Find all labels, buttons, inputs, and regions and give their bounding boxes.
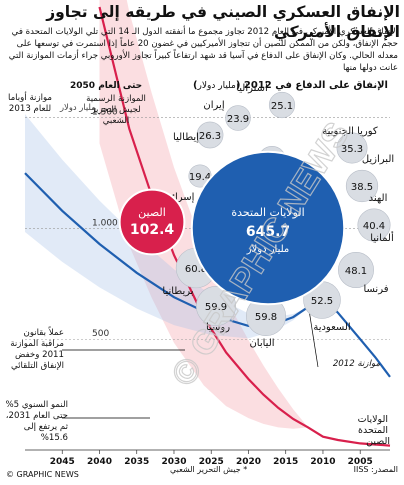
bubble-highlight-value: 102.4 [130, 222, 175, 238]
annotation-sequestration: عملاً بقانون مراقبة الموازنة 2011 وخفض ا… [10, 328, 64, 371]
annotation-pointer [307, 303, 319, 368]
bubble-إيطاليا [196, 121, 224, 149]
bubble-name: الهند [369, 193, 388, 204]
annotation-budget-2012: موازنة 2012 [332, 359, 380, 369]
bubble-name: إيطاليا [173, 132, 199, 143]
annotation-china-growth: النمو السنوي 5% حتى العام 2031، ثم يرتفع… [5, 400, 68, 443]
bubble-name: اليابان [249, 338, 274, 349]
bubble-value: 52.5 [311, 296, 333, 307]
bubble-highlight [118, 188, 186, 256]
projection-title: حتى العام 2050 [70, 81, 143, 91]
x-tick-label: 2035 [124, 457, 149, 467]
bubble-name: روسيا [206, 322, 230, 333]
bubble-value: 26.3 [199, 131, 221, 142]
bubble-value: 40.4 [363, 221, 385, 232]
bubble-ألمانيا [357, 208, 391, 242]
bubble-chart-title: الإنفاق على الدفاع في 2012 (مليار دولار) [192, 80, 388, 91]
x-axis: 2045 2040 2035 2030 2025 2020 2015 2010 2005 [25, 449, 390, 467]
bubble-البرازيل [336, 132, 368, 164]
bubble-إيران [225, 105, 251, 131]
bubble-center-name: الولايات المتحدة [231, 206, 304, 219]
annotation-obama-budget: موازنة أوباما للعام 2013 [7, 93, 53, 114]
bubble-value: 19.4 [189, 172, 211, 183]
bubble-value: 48.1 [345, 266, 367, 277]
bubble-value: 38.5 [351, 182, 373, 193]
x-tick-label: 2025 [199, 457, 224, 467]
bubble-value: 25.1 [271, 101, 293, 112]
bubble-name: بريطانيا [162, 286, 193, 297]
bubble-name: إيران [203, 100, 224, 111]
bubble-value: 23.9 [227, 114, 249, 125]
bubble-center [190, 150, 346, 306]
footer-source: المصدر: IISS [353, 465, 398, 474]
footer-credit: © GRAPHIC NEWS [6, 470, 79, 479]
bubble-unit-text: مليار دولار [197, 81, 236, 91]
x-tick-label: 2040 [87, 457, 112, 467]
bubble-chart: 29.035.338.540.448.152.559.859.960.819.4… [118, 81, 394, 349]
label-us-line: الولايات المتحدة [357, 414, 388, 436]
x-tick-label: 2020 [236, 457, 261, 467]
bubble-highlight-name: الصين [138, 206, 166, 219]
bubble-center-unit: مليار دولار [246, 244, 290, 255]
x-tick-label: 2045 [50, 457, 75, 467]
bubble-name: ألمانيا [370, 231, 394, 244]
bubble-فرنسا [338, 252, 374, 288]
bubble-روسيا [195, 285, 237, 327]
y-tick-label: 500 [92, 329, 109, 339]
bubble-name: كوريا الجنوبية [322, 126, 378, 137]
annotation-pla-budget: الموازنة الرسمية لجيش التحرير الشعبي [86, 94, 146, 126]
headline: الإنفاق العسكري الصيني في طريقه إلى تجاو… [46, 3, 400, 41]
x-tick-label: 2005 [348, 457, 373, 467]
y-tick-label: 1.000 [92, 218, 118, 228]
bubble-الهند [345, 169, 379, 203]
bubble-value: 59.9 [205, 302, 227, 313]
x-tick-label: 2015 [273, 457, 298, 467]
bubble-name: أستراليا [236, 81, 268, 94]
label-china-line: الصين [366, 436, 390, 447]
bubble-value: 60.8 [185, 264, 207, 275]
bubble-name: فرنسا [363, 284, 388, 295]
x-tick-label: 2030 [161, 457, 186, 467]
footer-note: * جيش التحرير الشعبي [170, 465, 248, 474]
bubble-name: السعودية [313, 322, 350, 333]
line-unit-label: مليار دولار [60, 102, 96, 112]
bubble-name: البرازيل [362, 154, 394, 165]
intro-text: الإنفاق العسكري الأميركي في العام 2012 ت… [8, 27, 398, 73]
bubble-title-text: الإنفاق على الدفاع في 2012 [243, 80, 388, 91]
bubble-أستراليا [268, 91, 296, 119]
bubble-value: 35.3 [341, 144, 363, 155]
bubble-center-value: 645.7 [246, 224, 290, 240]
x-tick-label: 2010 [310, 457, 335, 467]
bubble-value: 59.8 [255, 312, 277, 323]
bubble-name: إسرائيل [162, 192, 195, 203]
band-الصين [99, 0, 390, 446]
y-tick-label: 1.500 [92, 108, 118, 118]
